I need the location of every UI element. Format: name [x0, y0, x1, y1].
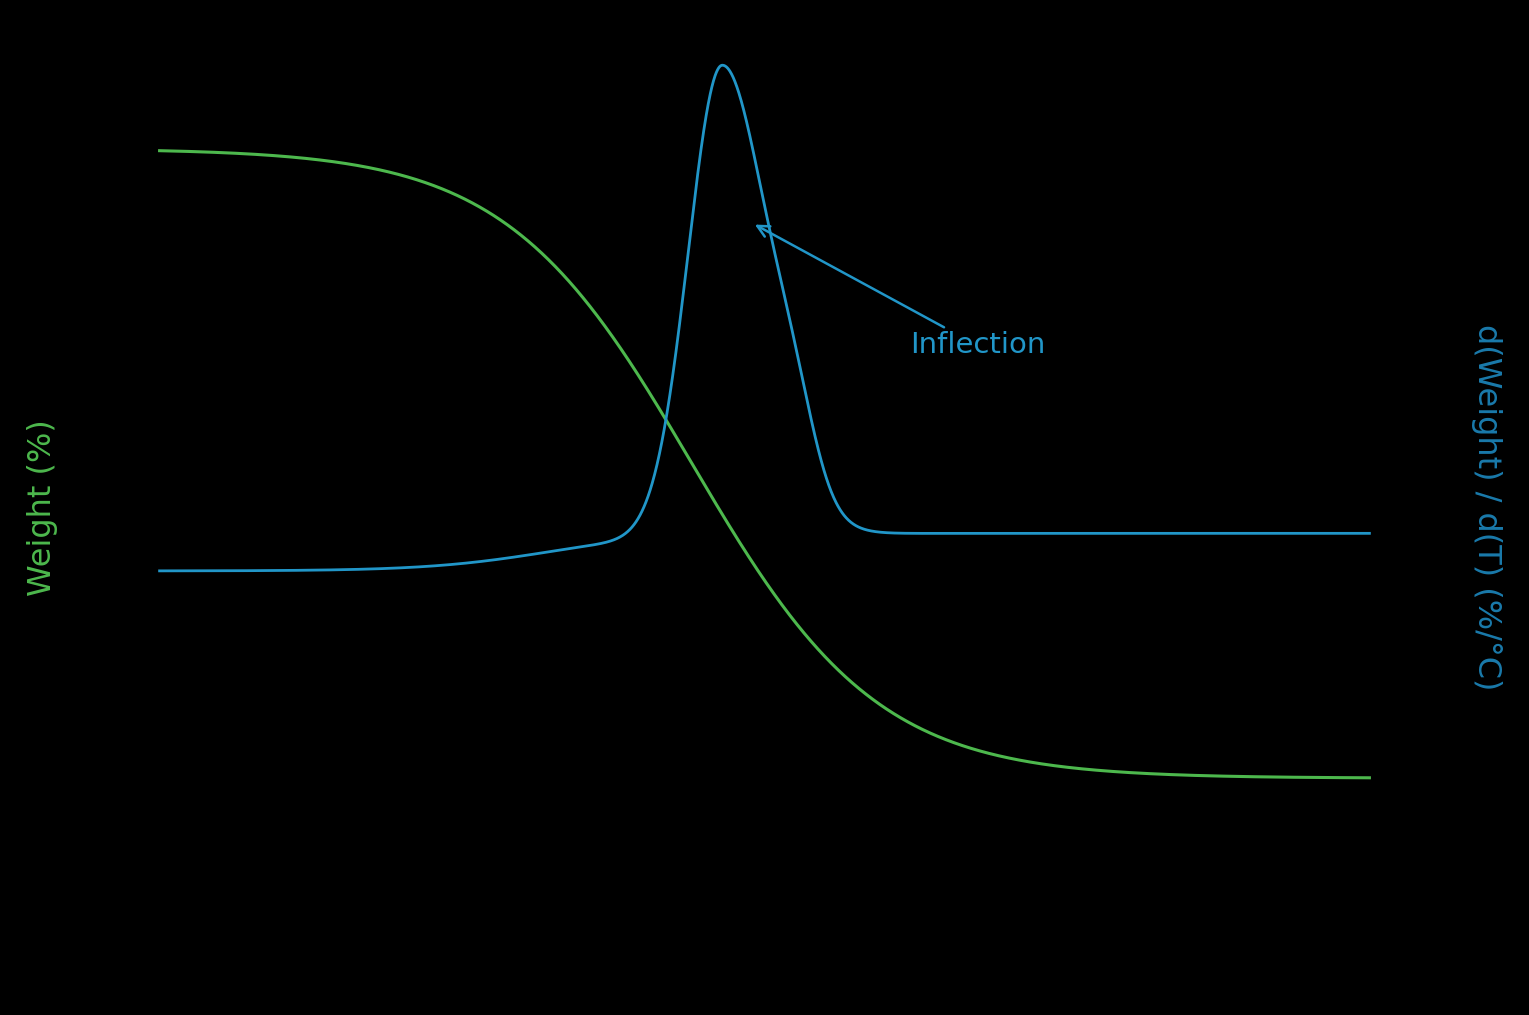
- Text: Inflection: Inflection: [757, 226, 1044, 359]
- Text: d(Weight) / d(T) (%/°C): d(Weight) / d(T) (%/°C): [1471, 325, 1501, 690]
- Text: Weight (%): Weight (%): [28, 419, 58, 596]
